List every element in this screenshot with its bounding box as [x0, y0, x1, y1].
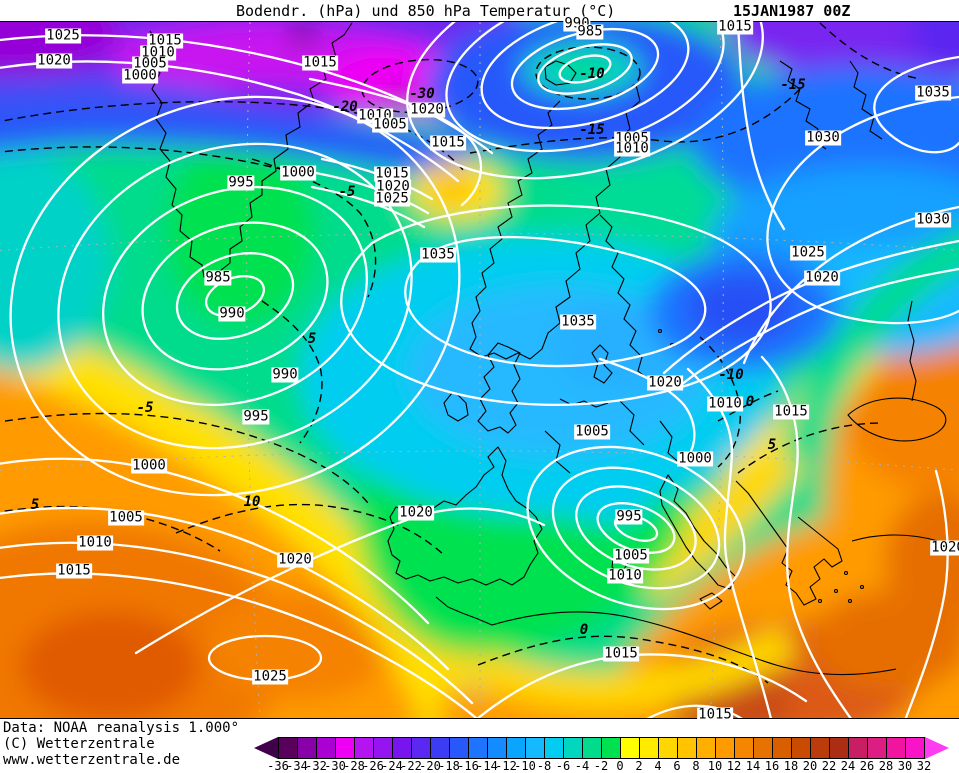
footer-bar: Data: NOAA reanalysis 1.000° (C) Wetterz… — [0, 719, 959, 773]
colorbar-tick-label: 8 — [692, 759, 700, 773]
colorbar-tick-label: 14 — [745, 759, 761, 773]
colorbar-cell — [887, 738, 906, 758]
map-svg — [0, 22, 959, 718]
credits-block: Data: NOAA reanalysis 1.000° (C) Wetterz… — [3, 720, 239, 768]
colorbar-tick-label: -2 — [593, 759, 609, 773]
colorbar-cells — [278, 737, 925, 759]
colorbar-cell — [431, 738, 450, 758]
colorbar-cell — [773, 738, 792, 758]
colorbar-cell — [526, 738, 545, 758]
colorbar-right-arrow-icon — [925, 737, 949, 759]
colorbar-cell — [849, 738, 868, 758]
colorbar-cell — [469, 738, 488, 758]
colorbar-tick-label: -6 — [555, 759, 571, 773]
colorbar-cell — [678, 738, 697, 758]
colorbar-tick-label: 6 — [673, 759, 681, 773]
colorbar-tick-label: 12 — [726, 759, 742, 773]
colorbar-cell — [336, 738, 355, 758]
colorbar-cell — [659, 738, 678, 758]
colorbar-left-arrow-icon — [254, 737, 278, 759]
colorbar-tick-label: 32 — [916, 759, 932, 773]
colorbar-cell — [621, 738, 640, 758]
credit-copyright: (C) Wetterzentrale — [3, 736, 155, 752]
colorbar-cell — [716, 738, 735, 758]
map-title: Bodendr. (hPa) und 850 hPa Temperatur (°… — [236, 2, 616, 20]
colorbar-cell — [735, 738, 754, 758]
colorbar-cell — [868, 738, 887, 758]
colorbar-cell — [640, 738, 659, 758]
header-bar: Bodendr. (hPa) und 850 hPa Temperatur (°… — [0, 0, 959, 21]
colorbar-cell — [393, 738, 412, 758]
colorbar-tick-label: 20 — [802, 759, 818, 773]
credit-website: www.wetterzentrale.de — [3, 752, 181, 768]
colorbar-tick-label: 16 — [764, 759, 780, 773]
colorbar-tick-label: -4 — [574, 759, 590, 773]
credit-data-source: Data: NOAA reanalysis 1.000° — [3, 720, 240, 736]
colorbar-tick-label: 22 — [821, 759, 837, 773]
colorbar-cell — [374, 738, 393, 758]
colorbar-tick-label: 10 — [707, 759, 723, 773]
colorbar-tick-label: 4 — [654, 759, 662, 773]
colorbar-tick-label: 30 — [897, 759, 913, 773]
colorbar-cell — [507, 738, 526, 758]
colorbar-tick-label: -10 — [514, 759, 536, 773]
colorbar-tick-label: -8 — [536, 759, 552, 773]
colorbar-cell — [279, 738, 298, 758]
colorbar-cell — [697, 738, 716, 758]
colorbar-cell — [412, 738, 431, 758]
colorbar-cell — [792, 738, 811, 758]
colorbar-cell — [754, 738, 773, 758]
colorbar-cell — [488, 738, 507, 758]
colorbar-cell — [317, 738, 336, 758]
colorbar-tick-label: 0 — [616, 759, 624, 773]
colorbar-cell — [564, 738, 583, 758]
map-datetime: 15JAN1987 00Z — [733, 2, 851, 20]
colorbar-cell — [355, 738, 374, 758]
colorbar-tick-label: 24 — [840, 759, 856, 773]
colorbar-tick-label: 18 — [783, 759, 799, 773]
colorbar-tick-label: 2 — [635, 759, 643, 773]
colorbar-cell — [298, 738, 317, 758]
colorbar-cell — [583, 738, 602, 758]
colorbar-tick-label: 26 — [859, 759, 875, 773]
colorbar-cell — [602, 738, 621, 758]
colorbar-cell — [906, 738, 924, 758]
colorbar-tick-label: 28 — [878, 759, 894, 773]
colorbar-cell — [811, 738, 830, 758]
weather-map — [0, 21, 959, 719]
colorbar-cell — [450, 738, 469, 758]
colorbar-cell — [545, 738, 564, 758]
colorbar-cell — [830, 738, 849, 758]
